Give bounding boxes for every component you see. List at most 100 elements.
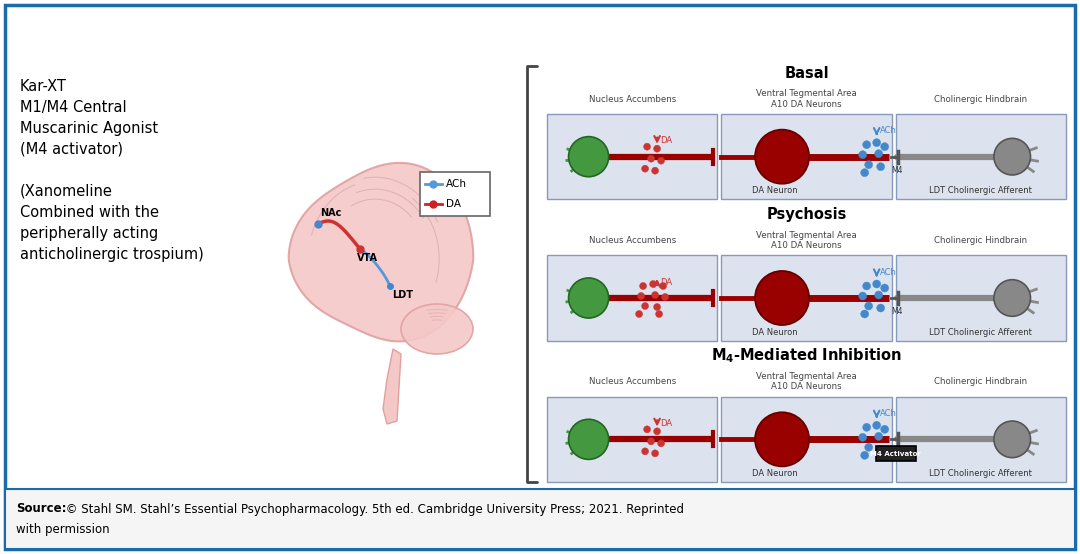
Text: Ventral Tegmental Area
A10 DA Neurons: Ventral Tegmental Area A10 DA Neurons <box>756 372 856 391</box>
Bar <box>895 397 1066 482</box>
Bar <box>546 255 717 341</box>
Circle shape <box>653 145 661 152</box>
Circle shape <box>994 280 1030 316</box>
Text: DA Neuron: DA Neuron <box>753 327 798 337</box>
Text: DA Neuron: DA Neuron <box>753 186 798 196</box>
Circle shape <box>755 130 809 184</box>
Text: M4: M4 <box>892 448 903 458</box>
Text: DA Neuron: DA Neuron <box>753 469 798 478</box>
Text: LDT Cholinergic Afferent: LDT Cholinergic Afferent <box>930 186 1032 196</box>
Text: Source:: Source: <box>16 502 67 516</box>
Circle shape <box>873 422 880 429</box>
Circle shape <box>863 423 870 432</box>
Circle shape <box>859 292 866 300</box>
Text: M4 Activator: M4 Activator <box>870 451 921 457</box>
Circle shape <box>653 428 661 435</box>
Text: Nucleus Accumbens: Nucleus Accumbens <box>589 236 676 245</box>
Bar <box>876 447 916 461</box>
Circle shape <box>651 167 659 174</box>
Circle shape <box>877 304 885 312</box>
Circle shape <box>755 271 809 325</box>
Ellipse shape <box>401 304 473 354</box>
Text: anticholinergic trospium): anticholinergic trospium) <box>21 247 204 262</box>
Text: Ventral Tegmental Area
A10 DA Neurons: Ventral Tegmental Area A10 DA Neurons <box>756 89 856 109</box>
Circle shape <box>637 293 645 300</box>
Bar <box>721 255 892 341</box>
Text: M4: M4 <box>892 307 903 316</box>
Text: DA: DA <box>660 419 672 428</box>
Text: Combined with the: Combined with the <box>21 205 159 220</box>
Text: DA: DA <box>660 278 672 286</box>
Circle shape <box>656 310 663 317</box>
Text: ACh: ACh <box>880 126 896 135</box>
Text: M4: M4 <box>892 166 903 175</box>
Text: DA: DA <box>446 199 461 209</box>
Text: Ventral Tegmental Area
A10 DA Neurons: Ventral Tegmental Area A10 DA Neurons <box>756 230 856 250</box>
Text: DA: DA <box>660 136 672 145</box>
Text: (M4 activator): (M4 activator) <box>21 142 123 157</box>
Circle shape <box>658 440 664 447</box>
Circle shape <box>880 143 889 151</box>
Circle shape <box>880 284 889 292</box>
Text: Nucleus Accumbens: Nucleus Accumbens <box>589 95 676 104</box>
Circle shape <box>649 280 657 288</box>
Circle shape <box>994 138 1030 175</box>
Circle shape <box>877 445 885 453</box>
Text: M1/M4 Central: M1/M4 Central <box>21 100 126 115</box>
Bar <box>721 114 892 199</box>
Circle shape <box>865 443 873 452</box>
Text: LDT Cholinergic Afferent: LDT Cholinergic Afferent <box>930 469 1032 478</box>
Circle shape <box>660 283 666 290</box>
Circle shape <box>653 304 661 310</box>
Circle shape <box>865 161 873 168</box>
Circle shape <box>639 283 647 290</box>
Circle shape <box>880 425 889 433</box>
Text: with permission: with permission <box>16 524 110 536</box>
Text: Cholinergic Hindbrain: Cholinergic Hindbrain <box>934 377 1027 386</box>
Text: peripherally acting: peripherally acting <box>21 226 159 241</box>
Circle shape <box>648 438 654 445</box>
Text: Nucleus Accumbens: Nucleus Accumbens <box>589 377 676 386</box>
Circle shape <box>636 310 643 317</box>
Circle shape <box>865 302 873 310</box>
Bar <box>895 255 1066 341</box>
Text: Kar-XT: Kar-XT <box>21 79 67 94</box>
Circle shape <box>568 278 609 318</box>
Text: VTA: VTA <box>357 253 378 263</box>
Text: LDT Cholinergic Afferent: LDT Cholinergic Afferent <box>930 327 1032 337</box>
Text: NAc: NAc <box>320 208 341 218</box>
Circle shape <box>644 426 650 433</box>
Circle shape <box>994 421 1030 458</box>
Text: Cholinergic Hindbrain: Cholinergic Hindbrain <box>934 236 1027 245</box>
Circle shape <box>861 310 868 318</box>
Circle shape <box>861 452 868 459</box>
Bar <box>721 397 892 482</box>
Circle shape <box>859 151 866 158</box>
Circle shape <box>568 419 609 459</box>
Bar <box>895 114 1066 199</box>
Circle shape <box>861 168 868 177</box>
Text: © Stahl SM. Stahl’s Essential Psychopharmacology. 5th ed. Cambridge University P: © Stahl SM. Stahl’s Essential Psychophar… <box>62 502 684 516</box>
Circle shape <box>648 155 654 162</box>
Circle shape <box>875 432 882 440</box>
Text: Cholinergic Hindbrain: Cholinergic Hindbrain <box>934 95 1027 104</box>
Circle shape <box>658 157 664 164</box>
Bar <box>420 172 490 216</box>
Circle shape <box>873 138 880 147</box>
Circle shape <box>642 165 649 172</box>
Text: Muscarinic Agonist: Muscarinic Agonist <box>21 121 158 136</box>
Circle shape <box>863 282 870 290</box>
Circle shape <box>651 291 659 299</box>
Bar <box>5 489 1075 549</box>
Text: Psychosis: Psychosis <box>767 207 847 222</box>
Bar <box>546 397 717 482</box>
Text: Basal: Basal <box>784 65 828 80</box>
Circle shape <box>877 163 885 171</box>
Text: ACh: ACh <box>446 179 467 189</box>
Bar <box>546 114 717 199</box>
Text: LDT: LDT <box>392 290 413 300</box>
Circle shape <box>875 291 882 299</box>
Text: ACh: ACh <box>880 268 896 276</box>
Polygon shape <box>288 163 473 341</box>
Polygon shape <box>383 349 401 424</box>
